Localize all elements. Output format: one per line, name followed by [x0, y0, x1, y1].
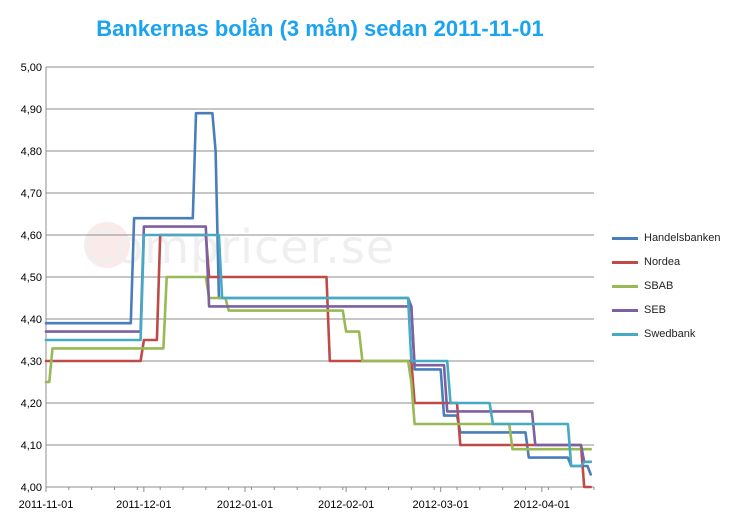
legend-swatch	[612, 284, 638, 288]
legend-label: SEB	[644, 304, 667, 316]
series-line-handelsbanken	[44, 111, 593, 476]
legend-item-seb: SEB	[612, 298, 737, 322]
legend-label: Swedbank	[644, 328, 696, 340]
x-tick-label: 2011-12-01	[116, 499, 171, 511]
legend-item-swedbank: Swedbank	[612, 322, 737, 346]
chart-title: Bankernas bolån (3 mån) sedan 2011-11-01	[96, 16, 544, 41]
y-tick-label: 4,70	[21, 188, 42, 200]
legend-item-sbab: SBAB	[612, 274, 737, 298]
legend-item-nordea: Nordea	[612, 250, 737, 274]
x-tick-label: 2011-11-01	[19, 499, 74, 511]
y-tick-label: 4,20	[21, 398, 42, 410]
y-tick-label: 4,10	[21, 440, 42, 452]
legend-label: SBAB	[644, 280, 674, 292]
x-tick-label: 2012-03-01	[413, 499, 469, 511]
legend-item-handelsbanken: Handelsbanken	[612, 226, 737, 250]
legend-swatch	[612, 260, 638, 264]
series-line-swedbank	[44, 233, 593, 468]
y-tick-label: 4,80	[21, 146, 42, 158]
watermark-logo-dot	[84, 222, 130, 268]
y-tick-label: 4,00	[21, 482, 42, 494]
y-tick-label: 4,40	[21, 314, 42, 326]
legend-swatch	[612, 236, 638, 240]
legend: Handelsbanken Nordea SBAB SEB Swedbank	[612, 226, 737, 346]
y-tick-label: 4,60	[21, 230, 42, 242]
series-line-sbab	[44, 275, 593, 451]
series-line-seb	[44, 225, 593, 464]
y-tick-label: 4,90	[21, 104, 42, 116]
x-tick-label: 2012-01-01	[217, 499, 273, 511]
y-tick-label: 4,50	[21, 272, 42, 284]
legend-swatch	[612, 308, 638, 312]
y-tick-label: 5,00	[21, 62, 42, 74]
legend-label: Nordea	[644, 256, 681, 268]
x-tick-label: 2012-04-01	[514, 499, 570, 511]
y-tick-label: 4,30	[21, 356, 42, 368]
x-tick-label: 2012-02-01	[318, 499, 374, 511]
legend-swatch	[612, 332, 638, 336]
legend-label: Handelsbanken	[644, 232, 721, 244]
